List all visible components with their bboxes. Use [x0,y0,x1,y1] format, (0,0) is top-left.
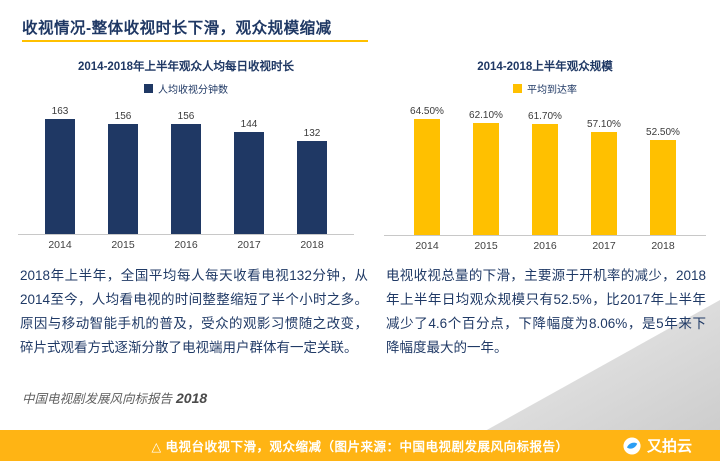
bar-column: 156 [92,111,155,234]
chart-title: 2014-2018年上半年观众人均每日收视时长 [78,61,294,73]
bar-value-label: 52.50% [646,127,680,138]
bar-column: 132 [281,128,344,234]
legend-swatch [144,84,153,93]
chart-title: 2014-2018上半年观众规模 [477,61,613,73]
bar-value-label: 132 [303,128,321,139]
brand-name: 又拍云 [646,438,692,455]
bar [45,119,75,234]
bar-column: 57.10% [575,119,634,235]
brand: 又拍云 [623,430,692,461]
bar [591,132,617,235]
left-analysis-text: 2018年上半年，全国平均每人每天收看电视132分钟，从2014至今，人均看电视… [20,268,368,356]
x-axis-tick-label: 2018 [651,240,675,252]
bar-column: 156 [155,111,218,234]
x-axis-tick-label: 2017 [592,240,616,252]
image-caption: △ 电视台收视下滑，观众缩减（图片来源：中国电视剧发展风向标报告） [151,440,569,454]
x-axis-tick-label: 2018 [300,239,324,251]
x-axis-tick-label: 2015 [111,239,135,251]
right-analysis-text: 电视收视总量的下滑，主要源于开机率的减少，2018年上半年日均观众规模只有52.… [386,268,706,356]
x-axis-tick-label: 2016 [533,240,557,252]
audience-reach-chart: 2014-2018上半年观众规模 平均到达率 64.50% 62.10% 61.70… [384,58,706,252]
bar-value-label: 62.10% [469,110,503,121]
report-source: 中国电视剧发展风向标报告 2018 [22,388,207,407]
legend-swatch [513,84,522,93]
x-axis-tick-label: 2017 [237,239,261,251]
x-axis: 2014 2015 2016 2017 2018 [384,236,706,252]
source-year: 2018 [176,390,208,406]
source-text: 中国电视剧发展风向标报告 [22,392,173,406]
bar [108,124,138,234]
bar [171,124,201,234]
bar-column: 64.50% [398,106,457,235]
bar-column: 61.70% [516,111,575,235]
page-title: 收视情况-整体收视时长下滑，观众规模缩减 [22,20,332,37]
bar [532,124,558,235]
legend-label: 人均收视分钟数 [158,85,228,96]
chart-legend: 平均到达率 [384,81,706,96]
bar [414,119,440,235]
x-axis-tick-label: 2016 [174,239,198,251]
bar-value-label: 61.70% [528,111,562,122]
caption-banner: △ 电视台收视下滑，观众缩减（图片来源：中国电视剧发展风向标报告） 又拍云 [0,430,720,461]
bar-value-label: 144 [240,119,258,130]
bar-column: 62.10% [457,110,516,235]
title-accent-line [22,40,368,42]
bar-column: 163 [29,106,92,234]
bar [650,140,676,235]
x-axis-tick-label: 2015 [474,240,498,252]
bar-value-label: 163 [51,106,69,117]
upyun-logo-icon [623,436,641,455]
bar-value-label: 156 [177,111,195,122]
bar [234,132,264,234]
bar-value-label: 57.10% [587,119,621,130]
bar-value-label: 64.50% [410,106,444,117]
x-axis-tick-label: 2014 [415,240,439,252]
bar [473,123,499,235]
x-axis: 2014 2015 2016 2017 2018 [18,235,354,251]
bar [297,141,327,234]
bar-value-label: 156 [114,111,132,122]
x-axis-tick-label: 2014 [48,239,72,251]
plot-area: 163 156 156 144 132 [18,106,354,235]
chart-legend: 人均收视分钟数 [18,81,354,96]
daily-viewing-minutes-chart: 2014-2018年上半年观众人均每日收视时长 人均收视分钟数 163 156 15… [18,58,354,251]
bar-column: 52.50% [634,127,693,235]
bar-column: 144 [218,119,281,234]
legend-label: 平均到达率 [527,85,577,96]
plot-area: 64.50% 62.10% 61.70% 57.10% 52.50% [384,106,706,236]
